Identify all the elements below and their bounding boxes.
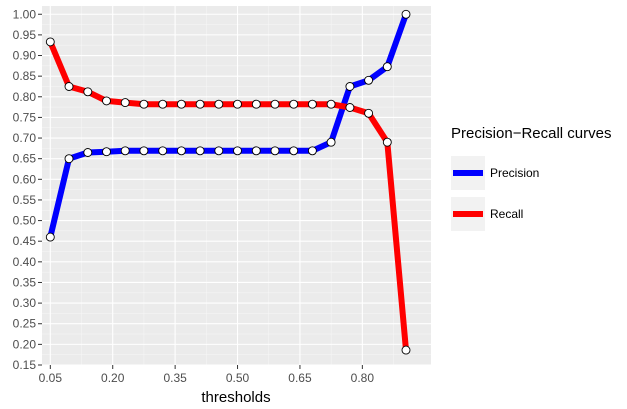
y-tick-label: 0.50	[13, 214, 37, 228]
data-point-precision	[120, 146, 130, 156]
y-tick-label: 0.95	[13, 28, 37, 42]
y-tick-label: 0.25	[13, 317, 37, 331]
data-point-recall	[233, 99, 242, 109]
data-point-recall	[307, 99, 317, 109]
x-tick-label: 0.65	[288, 371, 312, 385]
y-tick-label: 0.75	[13, 110, 37, 124]
legend: Precision−Recall curves Precision Recall	[451, 125, 611, 231]
data-point-recall	[83, 87, 93, 97]
data-point-precision	[83, 148, 93, 157]
data-point-recall	[270, 99, 280, 109]
y-tick-label: 0.70	[13, 131, 37, 145]
data-point-recall	[158, 99, 168, 109]
x-axis: 0.05 0.20 0.35 0.50 0.65 0.80	[39, 365, 375, 385]
x-tick-label: 0.80	[351, 371, 375, 385]
y-tick-label: 0.55	[13, 193, 37, 207]
y-tick-label: 0.45	[13, 234, 37, 248]
data-point-recall	[45, 37, 55, 47]
data-point-recall	[64, 82, 74, 91]
y-tick-label: 0.80	[13, 90, 37, 104]
x-tick-label: 0.20	[101, 371, 125, 385]
data-point-precision	[45, 232, 55, 242]
y-tick-label: 0.30	[13, 296, 37, 310]
data-point-recall	[139, 99, 149, 109]
data-point-recall	[364, 108, 374, 118]
data-point-precision	[139, 146, 149, 156]
data-point-recall	[382, 137, 392, 147]
y-tick-label: 1.00	[13, 7, 37, 21]
legend-title: Precision−Recall curves	[451, 125, 611, 142]
y-tick-label: 0.20	[13, 337, 37, 351]
data-point-recall	[102, 96, 111, 106]
y-tick-label: 0.60	[13, 172, 37, 186]
data-point-recall	[401, 345, 411, 355]
data-point-precision	[345, 82, 355, 91]
y-tick-label: 0.90	[13, 49, 37, 63]
data-point-recall	[214, 99, 224, 109]
y-tick-label: 0.85	[13, 69, 37, 83]
y-tick-label: 0.40	[13, 255, 37, 269]
legend-label-precision: Precision	[490, 166, 539, 180]
x-tick-label: 0.05	[39, 371, 63, 385]
data-point-recall	[326, 99, 336, 109]
y-tick-label: 0.35	[13, 275, 37, 289]
data-point-precision	[64, 154, 74, 164]
data-point-recall	[195, 99, 205, 109]
x-axis-title: thresholds	[201, 389, 270, 406]
data-point-precision	[176, 146, 186, 156]
data-point-precision	[214, 146, 224, 156]
data-point-precision	[102, 147, 111, 157]
data-point-recall	[251, 99, 261, 109]
y-tick-label: 0.15	[13, 358, 37, 372]
legend-label-recall: Recall	[490, 207, 523, 221]
x-tick-label: 0.50	[226, 371, 250, 385]
series-points	[45, 9, 411, 355]
data-point-precision	[326, 137, 336, 147]
data-point-precision	[270, 146, 280, 156]
data-point-recall	[120, 98, 130, 108]
data-point-precision	[401, 9, 411, 19]
data-point-precision	[251, 146, 261, 156]
data-point-precision	[307, 146, 317, 156]
data-point-precision	[158, 146, 168, 156]
plot-panel	[42, 6, 431, 365]
data-point-recall	[289, 99, 299, 109]
y-axis: 0.15 0.20 0.25 0.30 0.35 0.40 0.45 0.50 0.55 0.60…	[13, 7, 42, 372]
data-point-precision	[364, 75, 374, 85]
data-point-precision	[382, 62, 392, 72]
data-point-recall	[176, 99, 186, 109]
data-point-precision	[195, 146, 205, 156]
data-point-precision	[289, 146, 299, 156]
data-point-recall	[345, 103, 355, 112]
grid-major	[42, 6, 431, 366]
y-tick-label: 0.65	[13, 152, 37, 166]
x-tick-label: 0.35	[163, 371, 187, 385]
data-point-precision	[233, 146, 242, 156]
